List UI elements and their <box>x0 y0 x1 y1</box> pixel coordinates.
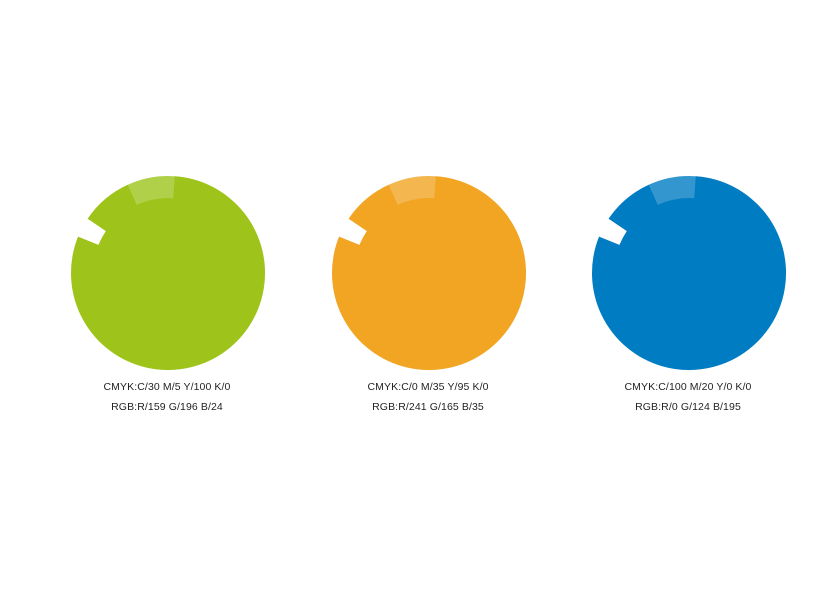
orange-swatch: CMYK:C/0 M/35 Y/95 K/0 RGB:R/241 G/165 B… <box>313 168 543 428</box>
green-swatch: CMYK:C/30 M/5 Y/100 K/0 RGB:R/159 G/196 … <box>52 168 282 428</box>
green-solid-arc <box>71 176 265 370</box>
green-rgb-label: RGB:R/159 G/196 B/24 <box>111 400 223 413</box>
orange-ring-segment <box>348 184 399 232</box>
green-wheel-svg <box>71 176 265 370</box>
green-caption: CMYK:C/30 M/5 Y/100 K/0 RGB:R/159 G/196 … <box>52 382 282 412</box>
blue-ring-segment <box>608 184 659 232</box>
green-cmyk-label: CMYK:C/30 M/5 Y/100 K/0 <box>103 381 231 393</box>
blue-solid-arc <box>592 176 786 370</box>
orange-solid-arc <box>332 176 526 370</box>
green-ring-segment <box>87 184 138 232</box>
orange-caption: CMYK:C/0 M/35 Y/95 K/0 RGB:R/241 G/165 B… <box>313 382 543 412</box>
blue-color-wheel <box>592 176 786 370</box>
blue-cmyk-label: CMYK:C/100 M/20 Y/0 K/0 <box>624 381 752 393</box>
blue-rgb-label: RGB:R/0 G/124 B/195 <box>635 400 741 413</box>
orange-wheel-svg <box>332 176 526 370</box>
orange-cmyk-label: CMYK:C/0 M/35 Y/95 K/0 <box>367 381 489 393</box>
blue-caption: CMYK:C/100 M/20 Y/0 K/0 RGB:R/0 G/124 B/… <box>573 382 803 412</box>
orange-color-wheel <box>332 176 526 370</box>
blue-wheel-svg <box>592 176 786 370</box>
orange-rgb-label: RGB:R/241 G/165 B/35 <box>372 400 484 413</box>
green-color-wheel <box>71 176 265 370</box>
blue-swatch: CMYK:C/100 M/20 Y/0 K/0 RGB:R/0 G/124 B/… <box>573 168 803 428</box>
